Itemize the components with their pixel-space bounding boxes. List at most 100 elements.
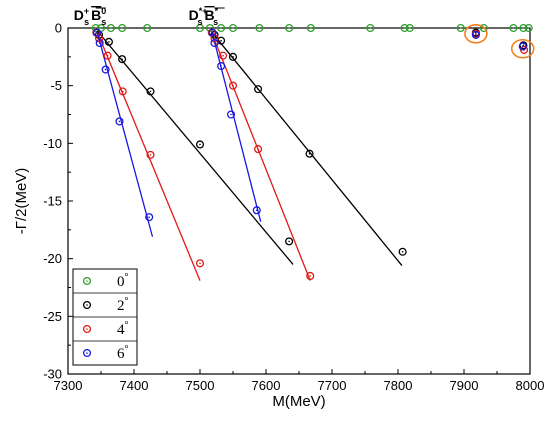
data-point-series-0 — [255, 23, 264, 33]
data-point-dot-series-0 — [310, 27, 312, 29]
data-point-dot-series-0 — [209, 27, 211, 29]
x-tick-label: 7400 — [120, 378, 149, 393]
legend-series-unit: ° — [125, 296, 129, 307]
data-point-series-2 — [118, 55, 127, 64]
label-sup2: 0 — [101, 6, 106, 16]
data-point-dot-series-6 — [98, 42, 101, 44]
legend-marker-dot-series-2 — [86, 304, 88, 306]
data-point-series-4 — [103, 51, 112, 60]
data-point-series-6 — [217, 62, 226, 71]
data-point-series-4 — [146, 150, 155, 159]
data-point-series-6 — [101, 65, 110, 74]
data-point-series-2 — [398, 247, 407, 256]
x-tick-label: 7500 — [186, 378, 215, 393]
data-point-dot-series-0 — [409, 27, 411, 29]
label-sup: *+ — [199, 6, 208, 16]
data-point-series-0 — [118, 23, 127, 33]
fit-line-series-2 — [210, 31, 403, 266]
y-tick-label: -15 — [43, 194, 62, 209]
data-point-series-6 — [95, 38, 104, 48]
data-point-dot-series-4 — [309, 275, 312, 277]
data-point-dot-series-6 — [220, 65, 222, 67]
threshold-label: D+ s B0 s — [74, 6, 107, 27]
highlight-ellipses — [464, 23, 535, 59]
data-point-dot-series-2 — [220, 39, 222, 42]
data-point-dot-series-6 — [213, 42, 216, 44]
data-point-dot-series-2 — [232, 56, 234, 58]
label-sub: s — [84, 17, 89, 27]
data-point-series-0 — [519, 23, 528, 33]
legend-series-unit: ° — [125, 344, 129, 355]
y-tick-label: -25 — [43, 309, 62, 324]
data-point-dot-series-0 — [146, 27, 148, 29]
data-point-series-2 — [104, 37, 113, 46]
fit-line-series-6 — [96, 31, 154, 237]
label-sub2: s — [213, 17, 218, 27]
data-point-series-0 — [285, 23, 294, 33]
label-base: D — [74, 7, 84, 23]
y-tick-label: -30 — [43, 367, 62, 382]
axis-ticks: 7300 7400 7500 7600 7700 7800 7900 8000 0 -5 -10 -1… — [43, 21, 544, 394]
data-point-series-2 — [285, 237, 294, 246]
data-point-dot-series-0 — [288, 27, 290, 29]
data-point-series-6 — [252, 206, 261, 215]
x-tick-label: 8000 — [516, 378, 545, 393]
y-tick-label: -10 — [43, 136, 62, 151]
data-point-dot-series-0 — [121, 27, 123, 29]
data-point-series-4 — [254, 145, 263, 154]
data-point-series-6 — [208, 28, 217, 37]
label-base: D — [189, 7, 199, 23]
data-point-dot-series-2 — [199, 143, 201, 146]
data-point-series-6 — [226, 110, 236, 119]
legend-marker-series-0 — [82, 276, 92, 286]
data-point-series-4 — [195, 259, 205, 268]
legend-marker-dot-series-6 — [86, 352, 88, 354]
data-point-series-2 — [254, 85, 263, 94]
data-point-series-0 — [228, 23, 238, 33]
data-point-dot-series-2 — [308, 152, 311, 155]
legend-series-unit: ° — [125, 272, 129, 283]
legend-series-name: 0 — [117, 274, 125, 290]
legend-marker-series-4 — [82, 324, 92, 334]
highlight-ellipse — [464, 23, 488, 44]
fit-line-series-4 — [96, 31, 201, 281]
data-point-dot-series-0 — [110, 27, 112, 29]
label-base2: B — [205, 7, 215, 23]
data-points — [91, 23, 533, 281]
legend-label-series-0: 0° — [117, 272, 129, 290]
data-point-dot-series-0 — [232, 27, 234, 29]
data-point-dot-series-2 — [288, 240, 290, 243]
legend-label-series-6: 6° — [117, 344, 129, 362]
data-point-series-4 — [118, 87, 127, 96]
data-point-series-6 — [145, 213, 154, 222]
data-point-dot-series-4 — [232, 84, 234, 87]
data-point-dot-series-0 — [258, 27, 261, 29]
data-point-dot-series-2 — [121, 58, 123, 60]
data-point-series-0 — [509, 23, 518, 33]
data-point-series-0 — [456, 23, 465, 33]
legend-marker-series-2 — [82, 300, 92, 310]
data-point-dot-series-6 — [211, 31, 214, 34]
data-point-series-4 — [228, 81, 238, 90]
y-axis-title: -Γ/2(MeV) — [13, 168, 30, 235]
data-point-dot-series-4 — [98, 37, 100, 40]
label-sub2: s — [101, 17, 106, 27]
legend-label-series-2: 2° — [117, 296, 129, 314]
data-point-dot-series-6 — [104, 68, 107, 71]
data-point-series-6 — [92, 28, 102, 37]
data-point-dot-series-2 — [475, 31, 477, 34]
data-point-dot-series-4 — [121, 90, 124, 93]
fit-lines — [96, 31, 403, 281]
data-point-dot-series-0 — [100, 27, 102, 29]
data-point-dot-series-0 — [403, 27, 406, 29]
x-tick-label: 7700 — [318, 378, 347, 393]
legend-marker-dot-series-0 — [86, 280, 88, 282]
data-point-dot-series-4 — [106, 54, 109, 57]
data-point-dot-series-4 — [199, 262, 201, 265]
data-point-series-4 — [306, 271, 315, 281]
legend: 0°2°4°6° — [72, 268, 138, 366]
data-point-dot-series-0 — [459, 27, 462, 29]
data-point-dot-series-2 — [149, 90, 152, 93]
legend-marker-dot-series-4 — [86, 328, 88, 330]
